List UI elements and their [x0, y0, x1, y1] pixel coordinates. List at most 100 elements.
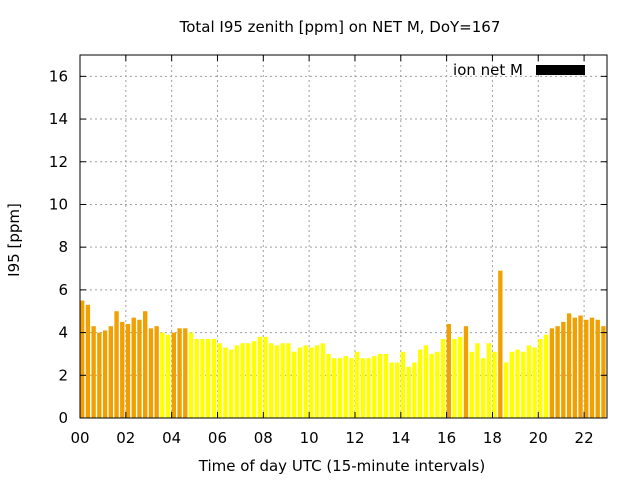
- bar: [85, 304, 91, 418]
- bar: [326, 353, 331, 418]
- bar: [343, 356, 348, 418]
- bar: [263, 336, 268, 418]
- y-tick-label: 2: [58, 366, 68, 384]
- bar: [601, 326, 606, 418]
- bar: [80, 300, 85, 418]
- bar: [97, 332, 102, 418]
- x-tick-label: 14: [391, 429, 410, 447]
- y-axis-label: I95 [ppm]: [5, 203, 23, 277]
- bar: [217, 343, 222, 418]
- x-tick-label: 10: [300, 429, 319, 447]
- bar: [223, 347, 228, 418]
- bar: [549, 328, 555, 418]
- bar: [314, 345, 320, 418]
- bar: [194, 338, 199, 418]
- bar: [291, 351, 297, 418]
- bar: [526, 345, 532, 418]
- bar: [509, 351, 514, 418]
- bar: [143, 311, 148, 418]
- x-tick-label: 16: [437, 429, 456, 447]
- bar: [297, 347, 303, 418]
- bar: [269, 343, 274, 418]
- bar: [206, 338, 211, 418]
- bar: [480, 358, 486, 418]
- bar: [475, 343, 480, 418]
- x-tick-label: 02: [116, 429, 135, 447]
- x-tick-label: 04: [162, 429, 181, 447]
- y-tick-labels: 0 2 4 6 8 10 12 14 16: [49, 67, 68, 427]
- bar: [498, 270, 503, 418]
- bars: [80, 270, 606, 418]
- x-tick-label: 06: [208, 429, 227, 447]
- x-axis-label: Time of day UTC (15-minute intervals): [198, 457, 485, 475]
- bar: [125, 324, 131, 418]
- bar: [452, 338, 457, 418]
- bar: [228, 349, 234, 418]
- y-tick-label: 12: [49, 153, 68, 171]
- bar: [309, 347, 314, 418]
- bar: [337, 358, 343, 418]
- bar: [406, 366, 411, 418]
- bar: [200, 338, 205, 418]
- bar: [469, 351, 474, 418]
- bar: [177, 328, 182, 418]
- chart-title: Total I95 zenith [ppm] on NET M, DoY=167: [179, 18, 501, 36]
- bar: [589, 317, 595, 418]
- bar: [417, 349, 423, 418]
- x-tick-label: 18: [483, 429, 502, 447]
- bar: [578, 315, 583, 418]
- bar: [412, 362, 417, 418]
- legend-label: ion net M: [453, 61, 523, 79]
- bar: [566, 313, 572, 418]
- y-tick-label: 4: [58, 324, 68, 342]
- bar: [120, 321, 125, 418]
- bar: [366, 358, 371, 418]
- bar: [303, 345, 308, 418]
- bar: [429, 353, 434, 418]
- bar: [463, 326, 469, 418]
- x-tick-label: 20: [529, 429, 548, 447]
- bar: [183, 328, 188, 418]
- y-tick-label: 16: [49, 67, 68, 85]
- bar: [246, 343, 251, 418]
- bar: [515, 349, 520, 418]
- grid: [80, 55, 607, 418]
- bar: [131, 317, 136, 418]
- x-tick-label: 12: [345, 429, 364, 447]
- bar: [395, 362, 400, 418]
- y-tick-label: 10: [49, 195, 68, 213]
- bar: [561, 321, 566, 418]
- bar: [280, 343, 285, 418]
- legend-swatch: [536, 65, 585, 75]
- bar: [137, 319, 142, 418]
- bar: [503, 362, 509, 418]
- bar: [251, 341, 257, 418]
- bar: [446, 324, 451, 418]
- bar: [354, 351, 360, 418]
- ticks: [79, 55, 607, 419]
- bar: [114, 311, 119, 418]
- bar: [486, 343, 492, 418]
- bar: [435, 351, 440, 418]
- x-tick-labels: 00 02 04 06 08 10 12 14 16 18 20 22: [70, 429, 593, 447]
- bar: [257, 336, 262, 418]
- plot-frame: [79, 54, 608, 419]
- bar: [148, 328, 154, 418]
- bar: [171, 332, 177, 418]
- bar: [543, 334, 549, 418]
- bar: [165, 334, 171, 418]
- y-tick-label: 8: [58, 238, 68, 256]
- legend: ion net M: [453, 61, 585, 79]
- bar: [584, 319, 589, 418]
- bar: [377, 353, 383, 418]
- bar: [91, 326, 96, 418]
- y-tick-label: 0: [58, 409, 68, 427]
- bar: [440, 338, 446, 418]
- bar: [240, 343, 245, 418]
- bar: [274, 345, 280, 418]
- bar: [538, 338, 543, 418]
- bar: [458, 336, 463, 418]
- bar: [332, 358, 337, 418]
- y-tick-label: 6: [58, 281, 68, 299]
